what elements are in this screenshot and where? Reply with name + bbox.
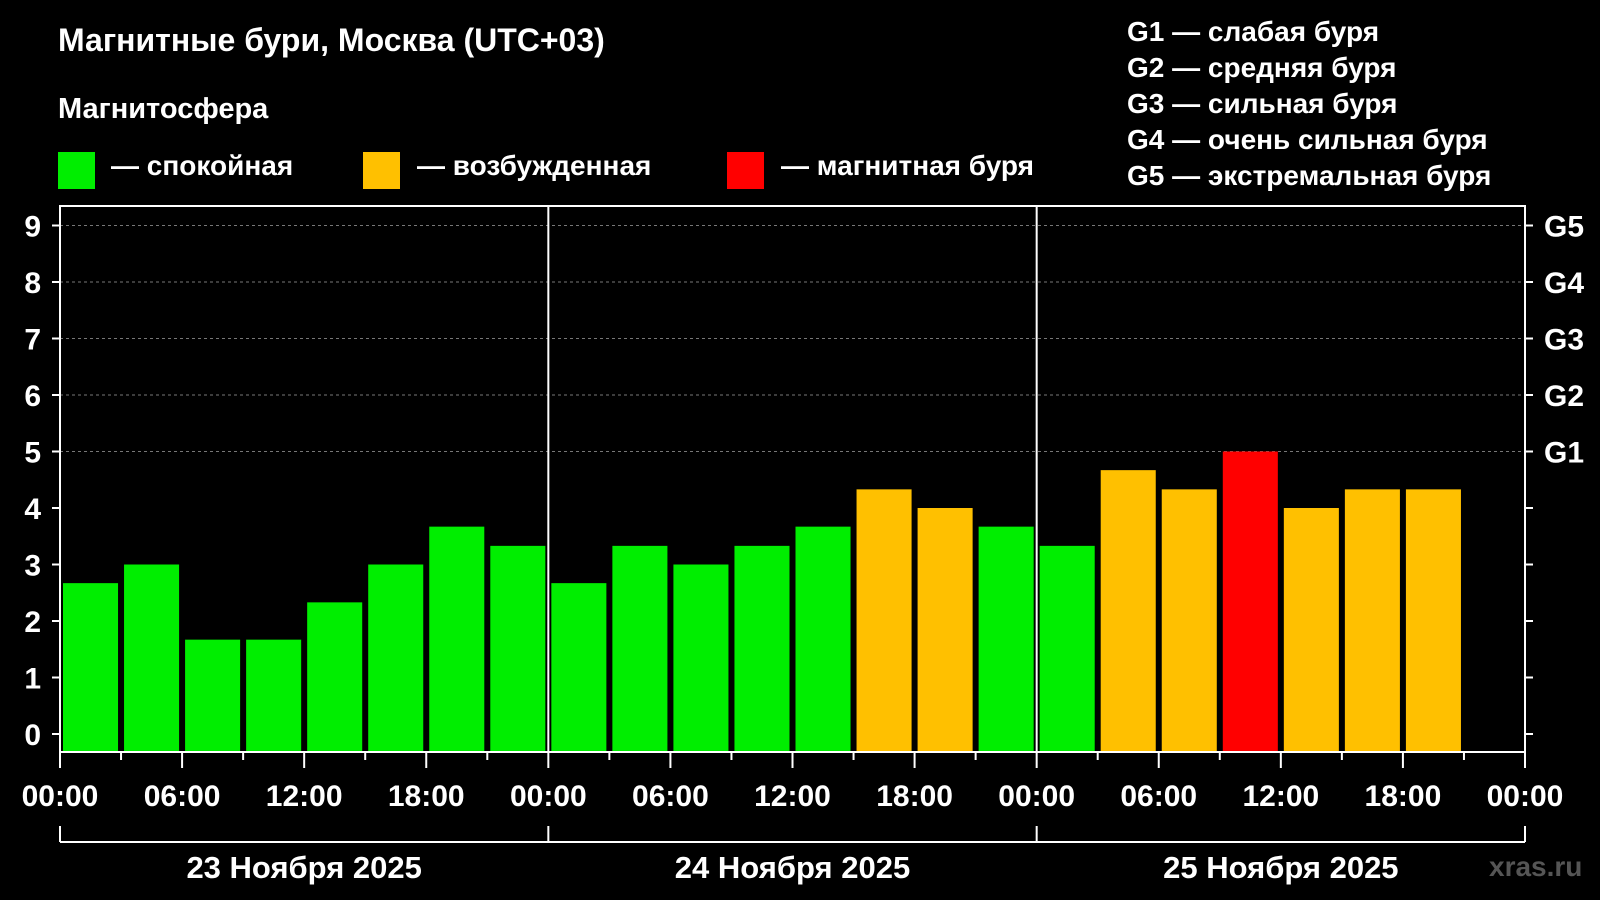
x-tick-label: 06:00: [632, 780, 709, 813]
chart-subtitle: Магнитосфера: [58, 93, 269, 125]
x-tick-label: 12:00: [266, 780, 343, 813]
bar: [795, 526, 851, 752]
legend-label-active: — возбужденная: [417, 150, 652, 181]
g-scale-g2: G2 — средняя буря: [1127, 52, 1397, 83]
g-scale-g4: G4 — очень сильная буря: [1127, 124, 1488, 155]
y-tick-label: 0: [24, 719, 41, 752]
bar: [612, 545, 668, 752]
x-tick-label: 06:00: [144, 780, 221, 813]
bar: [856, 489, 912, 752]
watermark: xras.ru: [1489, 851, 1583, 882]
legend-swatch-active: [363, 152, 400, 189]
legend-label-storm: — магнитная буря: [781, 150, 1034, 181]
bars: [63, 451, 1461, 752]
legend-swatch-quiet: [58, 152, 95, 189]
x-tick-label: 00:00: [22, 780, 99, 813]
bar: [368, 564, 424, 752]
x-tick-label: 12:00: [754, 780, 831, 813]
bar: [307, 602, 363, 752]
x-tick-label: 06:00: [1120, 780, 1197, 813]
y-tick-label: 9: [24, 211, 41, 244]
bar: [673, 564, 729, 752]
x-tick-label: 18:00: [388, 780, 465, 813]
bar: [1405, 489, 1461, 752]
bar: [124, 564, 180, 752]
bar: [734, 545, 790, 752]
bar: [551, 583, 607, 752]
g-tick-label: G1: [1544, 437, 1584, 470]
bar: [1100, 470, 1156, 752]
g-tick-label: G3: [1544, 324, 1584, 357]
g-scale-g3: G3 — сильная буря: [1127, 88, 1398, 119]
bar: [1283, 508, 1339, 752]
bar: [1222, 451, 1278, 752]
x-tick-label: 18:00: [876, 780, 953, 813]
bar: [246, 639, 302, 752]
x-tick-label: 18:00: [1365, 780, 1442, 813]
day-label: 25 Ноября 2025: [1163, 850, 1398, 885]
plot-frame: [52, 205, 1533, 843]
legend-swatch-storm: [727, 152, 764, 189]
chart-title: Магнитные бури, Москва (UTC+03): [58, 22, 605, 58]
day-label: 23 Ноября 2025: [186, 850, 421, 885]
g-tick-label: G4: [1544, 267, 1584, 300]
g-tick-label: G2: [1544, 380, 1584, 413]
x-tick-label: 12:00: [1242, 780, 1319, 813]
y-tick-label: 7: [24, 324, 41, 357]
x-tick-label: 00:00: [510, 780, 587, 813]
bar: [978, 526, 1034, 752]
g-tick-label: G5: [1544, 211, 1584, 244]
legend-label-quiet: — спокойная: [111, 150, 294, 181]
bar: [490, 545, 546, 752]
grid-lines: [60, 225, 1525, 452]
y-tick-label: 8: [24, 267, 41, 300]
y-tick-label: 6: [24, 380, 41, 413]
day-label: 24 Ноября 2025: [675, 850, 910, 885]
y-tick-label: 5: [24, 437, 41, 470]
bar: [429, 526, 485, 752]
g-scale-g5: G5 — экстремальная буря: [1127, 160, 1492, 191]
y-tick-label: 3: [24, 550, 41, 583]
y-tick-label: 4: [24, 493, 41, 526]
bar: [1039, 545, 1095, 752]
x-tick-label: 00:00: [998, 780, 1075, 813]
axis-labels: 0 1 2 3 4 5 6 7 8 9 G1 G2 G3 G4 G5 00:00 06:00 12:00 18:00…: [22, 211, 1585, 886]
bar: [63, 583, 119, 752]
y-tick-label: 2: [24, 606, 41, 639]
bar: [1344, 489, 1400, 752]
bar: [917, 508, 973, 752]
bar: [1161, 489, 1217, 752]
y-tick-label: 1: [24, 663, 41, 696]
g-scale-g1: G1 — слабая буря: [1127, 16, 1380, 47]
x-tick-label: 00:00: [1487, 780, 1564, 813]
bar: [185, 639, 241, 752]
